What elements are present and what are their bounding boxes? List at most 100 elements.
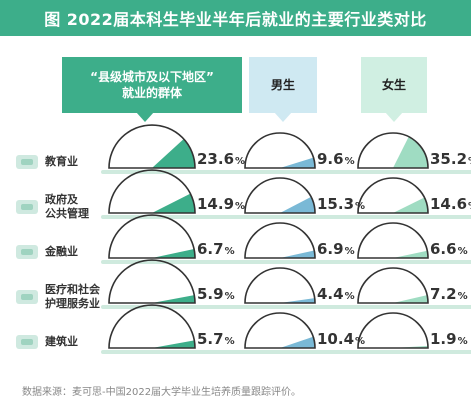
value-number: 14.9 — [197, 195, 235, 213]
value-label: 35.2% — [430, 150, 471, 170]
gauge-fill — [280, 157, 315, 168]
footnote: 数据来源：麦可思-中国2022届大学毕业生培养质量跟踪评价。 — [22, 387, 302, 398]
gauge-fill — [152, 193, 195, 213]
value-label: 1.9% — [430, 330, 468, 350]
gauge-base-bar — [350, 215, 471, 219]
value-unit: % — [355, 336, 366, 347]
value-label: 6.6% — [430, 240, 468, 260]
header-county-group-label: “县级城市及以下地区” 就业的群体 — [90, 69, 214, 100]
gauge-outline — [357, 267, 429, 304]
value-number: 15.3 — [317, 195, 355, 213]
gauge-outline — [357, 177, 429, 214]
value-label: 10.4% — [317, 330, 365, 350]
gauge-outline — [108, 124, 196, 169]
gauge-base-bar — [101, 350, 245, 354]
gauge-fill — [393, 250, 428, 258]
value-unit: % — [468, 156, 471, 167]
gauge-fill — [393, 295, 428, 303]
value-label: 14.6% — [430, 195, 471, 215]
gauge-base-bar — [237, 170, 365, 174]
gauge-fill — [280, 336, 315, 348]
value-unit: % — [224, 246, 235, 257]
value-number: 10.4 — [317, 330, 355, 348]
category-label: 政府及 公共管理 — [16, 193, 89, 220]
gauge-base-bar — [350, 350, 471, 354]
gauge-fill — [280, 298, 315, 303]
value-label: 14.9% — [197, 195, 245, 215]
value-unit: % — [344, 156, 355, 167]
category-icon — [16, 290, 38, 304]
gauge-base-bar — [237, 260, 365, 264]
gauge-fill — [280, 196, 315, 213]
page-title: 图 2022届本科生毕业半年后就业的主要行业类对比 — [0, 0, 471, 36]
value-number: 6.7 — [197, 240, 224, 258]
gauge-base-bar — [101, 170, 245, 174]
value-label: 23.6% — [197, 150, 245, 170]
header-female: 女生 — [361, 57, 427, 122]
gauge-outline — [108, 214, 196, 259]
header-county-group: “县级城市及以下地区” 就业的群体 — [62, 57, 242, 122]
category-label: 建筑业 — [16, 332, 78, 352]
value-number: 9.6 — [317, 150, 344, 168]
value-label: 9.6% — [317, 150, 355, 170]
value-number: 5.7 — [197, 330, 224, 348]
value-unit: % — [224, 336, 235, 347]
category-label: 教育业 — [16, 152, 78, 172]
value-label: 5.7% — [197, 330, 235, 350]
gauge-fill — [393, 345, 429, 348]
gauge-outline — [357, 132, 429, 169]
value-label: 6.9% — [317, 240, 355, 260]
category-label-text: 政府及 公共管理 — [45, 193, 89, 220]
gauge-fill — [280, 250, 315, 258]
value-number: 6.6 — [430, 240, 457, 258]
value-label: 15.3% — [317, 195, 365, 215]
gauge-outline — [108, 259, 196, 304]
category-icon — [16, 335, 38, 349]
value-unit: % — [235, 201, 246, 212]
gauge-fill — [152, 340, 195, 348]
gauge-base-bar — [237, 305, 365, 309]
header-male: 男生 — [249, 57, 317, 122]
gauge-base-bar — [237, 350, 365, 354]
category-icon — [16, 245, 38, 259]
gauge-outline — [357, 312, 429, 349]
gauge-base-bar — [350, 305, 471, 309]
value-unit: % — [235, 156, 246, 167]
category-label: 金融业 — [16, 242, 78, 262]
value-number: 23.6 — [197, 150, 235, 168]
value-number: 6.9 — [317, 240, 344, 258]
gauge-base-bar — [237, 215, 365, 219]
gauge-outline — [357, 222, 429, 259]
category-icon — [16, 155, 38, 169]
value-unit: % — [355, 201, 366, 212]
value-number: 1.9 — [430, 330, 457, 348]
header-female-label: 女生 — [381, 77, 406, 92]
value-number: 35.2 — [430, 150, 468, 168]
gauge-base-bar — [350, 260, 471, 264]
category-icon — [16, 200, 38, 214]
value-number: 14.6 — [430, 195, 468, 213]
value-unit: % — [344, 291, 355, 302]
value-unit: % — [457, 291, 468, 302]
value-label: 4.4% — [317, 285, 355, 305]
value-unit: % — [344, 246, 355, 257]
gauge-fill — [152, 249, 195, 258]
gauge-outline — [108, 304, 196, 349]
header-male-label: 男生 — [270, 77, 295, 92]
gauge-outline — [244, 177, 316, 214]
gauge-fill — [393, 197, 428, 213]
category-label-text: 教育业 — [45, 155, 78, 169]
gauge-outline — [108, 169, 196, 214]
gauge-outline — [244, 267, 316, 304]
category-label-text: 建筑业 — [45, 335, 78, 349]
value-unit: % — [468, 201, 471, 212]
gauge-outline — [244, 132, 316, 169]
value-label: 6.7% — [197, 240, 235, 260]
value-number: 7.2 — [430, 285, 457, 303]
value-unit: % — [457, 246, 468, 257]
value-number: 4.4 — [317, 285, 344, 303]
category-label: 医疗和社会 护理服务业 — [16, 283, 100, 310]
gauge-base-bar — [350, 170, 471, 174]
value-unit: % — [224, 291, 235, 302]
value-label: 5.9% — [197, 285, 235, 305]
